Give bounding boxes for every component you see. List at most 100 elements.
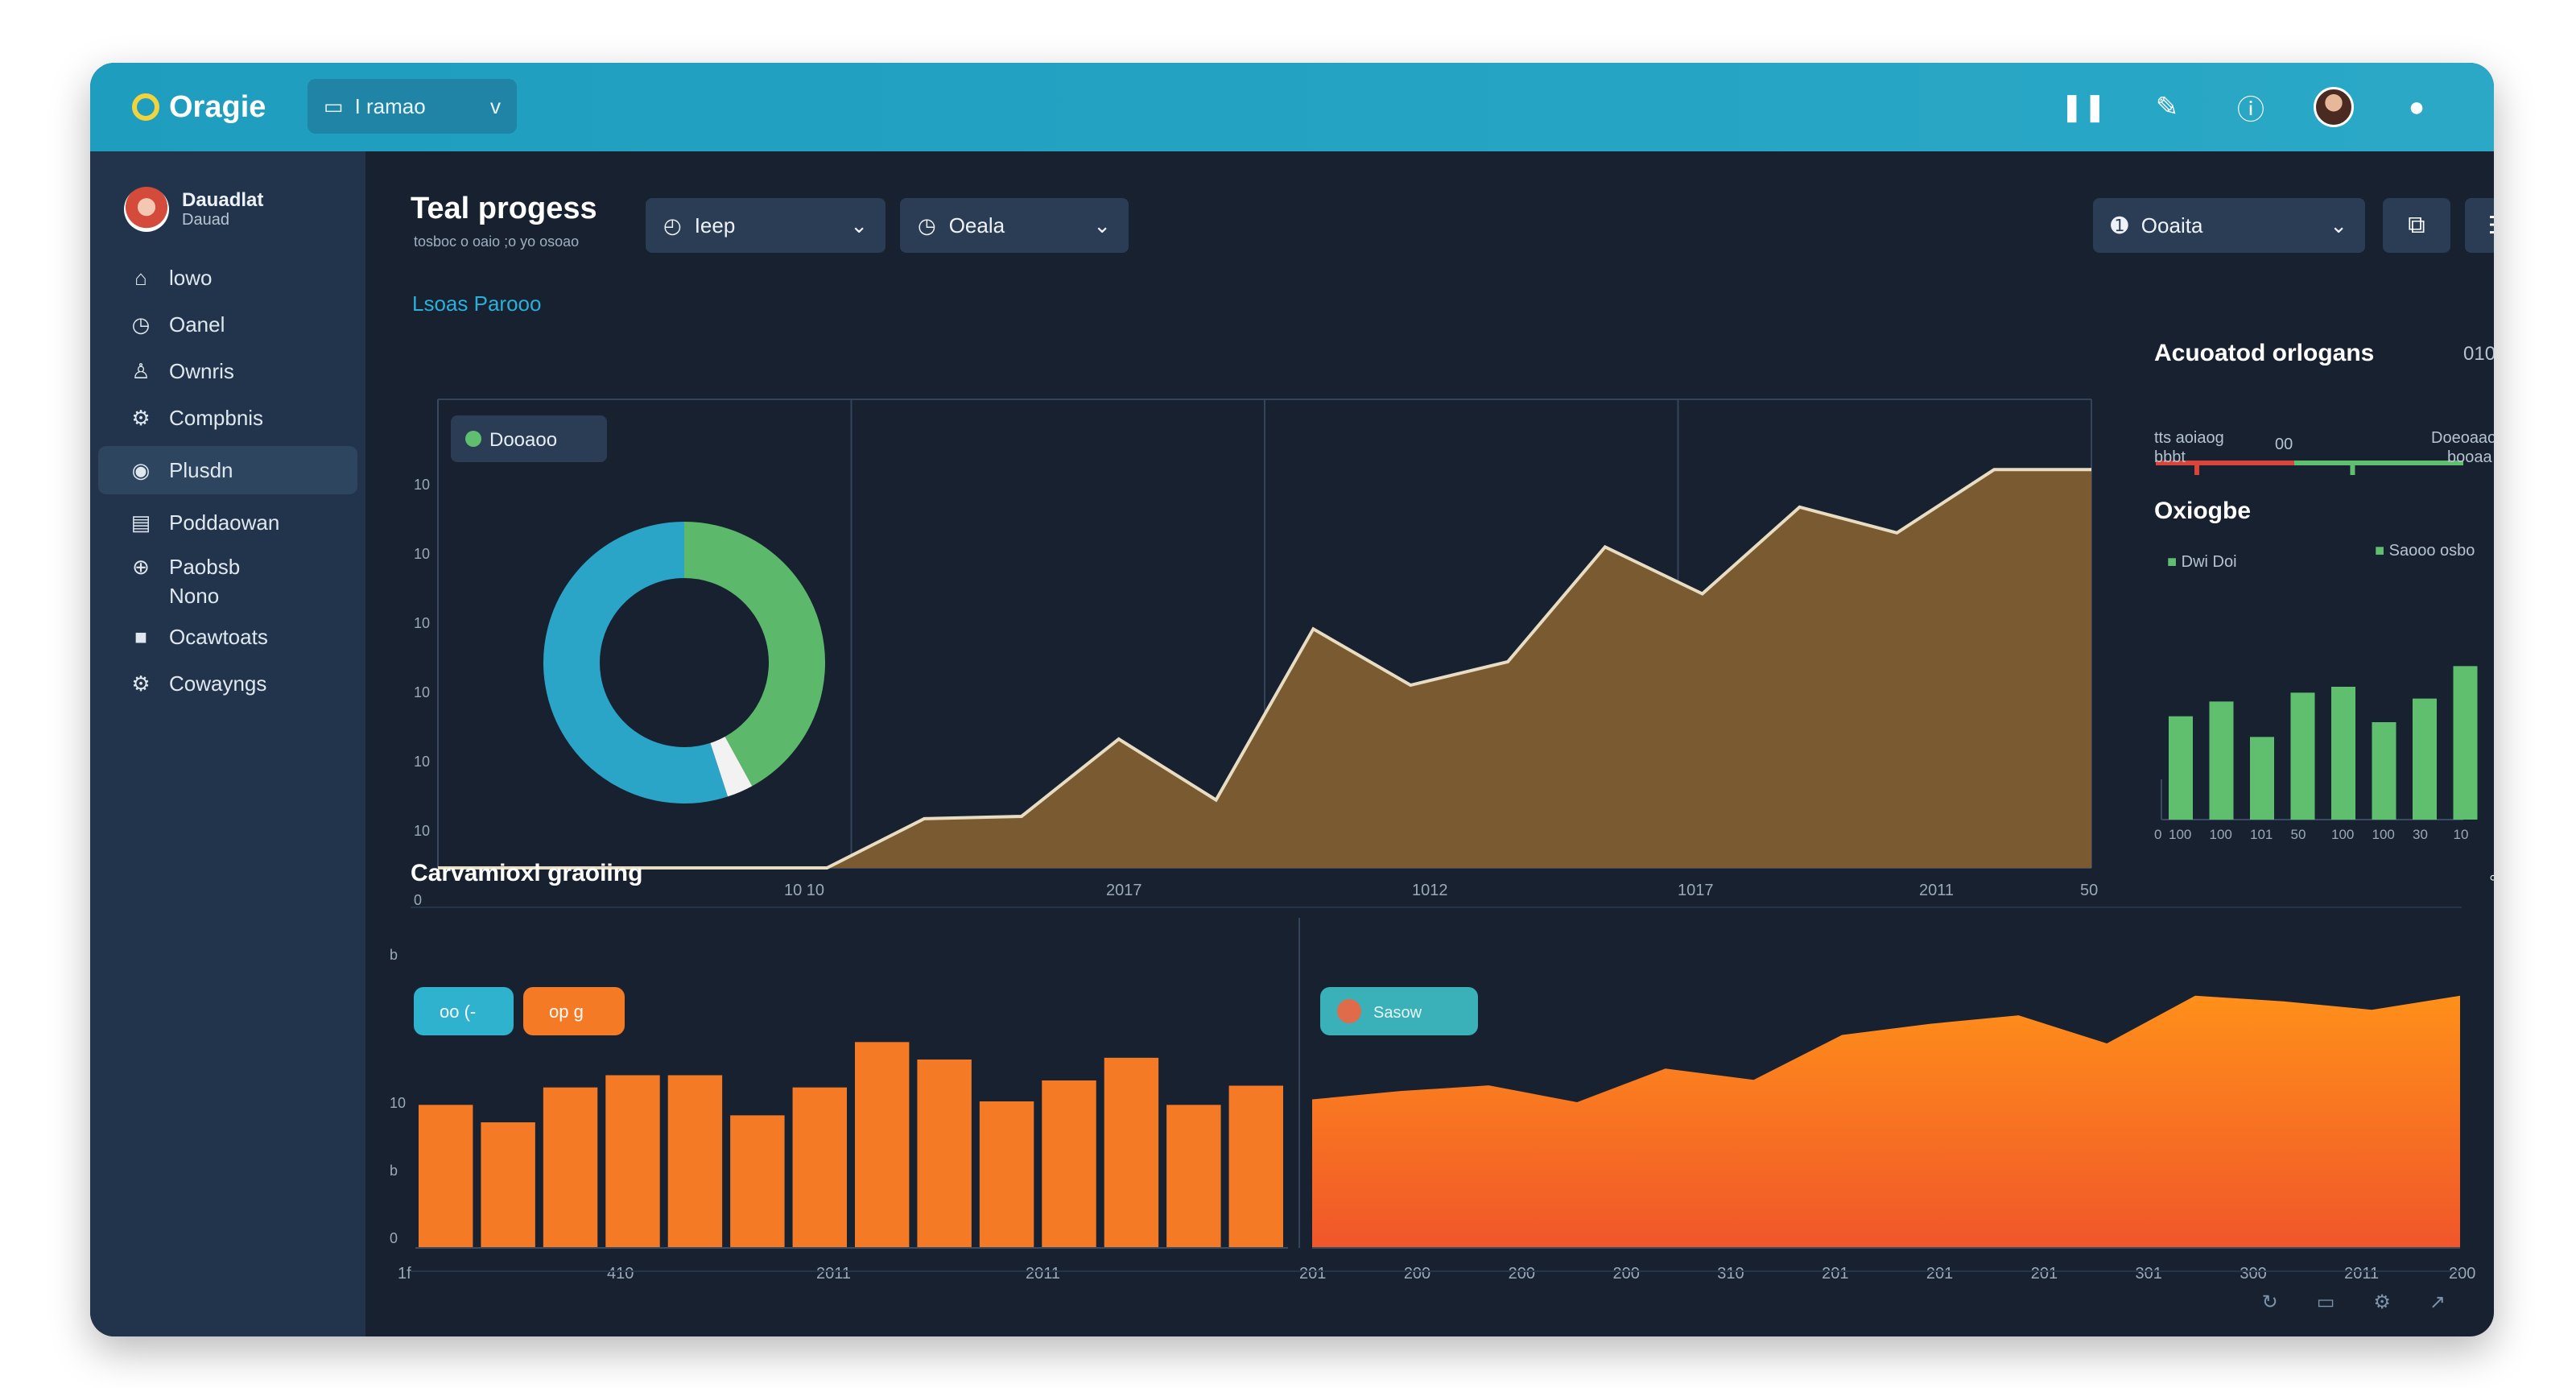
refresh-icon[interactable]: ↻ <box>2261 1291 2278 1313</box>
bar <box>2372 722 2396 820</box>
app-window: Oragie ▭ I ramao v ❚❚ ✎ ⓘ ● Dauadlat Dau… <box>90 63 2494 1336</box>
area-series <box>1312 995 2460 1248</box>
y-tick-label: 0 <box>2154 827 2161 842</box>
sidebar-item-active[interactable]: ◉ Plusdn <box>98 446 357 494</box>
section-title: Carvamioxl graoiing <box>411 860 643 886</box>
bar <box>2250 737 2274 820</box>
sidebar-item-label: Plusdn <box>169 457 233 482</box>
sidebar: Dauadlat Dauad ⌂ lowo ◷ Oanel ♙ Ownris ⚙ Com… <box>90 151 365 1336</box>
sidebar-item-label: Compbnis <box>169 405 264 430</box>
x-tick-label: 50 <box>2291 827 2306 842</box>
y-tick-label: 0 <box>390 1230 398 1246</box>
filter-dropdown-1[interactable]: ◴ Ieep ⌄ <box>646 198 886 253</box>
progress-label-mid: 00 <box>2275 436 2293 453</box>
user-profile[interactable]: Dauadlat Dauad <box>124 187 263 232</box>
avatar[interactable] <box>2314 87 2354 127</box>
sidebar-item-label: Paobsb Nono <box>169 555 241 608</box>
x-tick-label: 201 <box>2031 1265 2058 1283</box>
sidebar-item-lock[interactable]: ⊕ Paobsb Nono <box>90 546 365 613</box>
sidebar-item-companies[interactable]: ⚙ Compbnis <box>90 395 365 441</box>
sidebar-item-panel[interactable]: ◷ Oanel <box>90 301 365 348</box>
settings-icon: ⚙ <box>131 671 151 696</box>
x-tick-label: 200 <box>1612 1265 1639 1283</box>
progress-marker <box>2350 461 2355 475</box>
sidebar-item-label: Ocawtoats <box>169 624 268 649</box>
settings-icon: ⚙ <box>131 405 151 430</box>
bar <box>1228 1085 1283 1248</box>
export-button[interactable]: ⧉ <box>2383 198 2450 253</box>
lock-icon: ⊕ <box>132 555 150 579</box>
progress-label-left: tts aoiaog <box>2154 429 2224 447</box>
share-icon[interactable]: ↗ <box>2429 1291 2446 1313</box>
menu-button[interactable]: ☰ <box>2465 198 2494 253</box>
x-tick-label: 101 <box>2250 827 2273 842</box>
menu-icon: ☰ <box>2488 212 2494 240</box>
top-bar: Oragie ▭ I ramao v ❚❚ ✎ ⓘ ● <box>90 63 2494 151</box>
x-tick-label: 30 <box>2413 827 2428 842</box>
legend-item: ■ Saooo osbo <box>2375 541 2475 560</box>
filter-dropdown-2[interactable]: ◷ Oeala ⌄ <box>900 198 1129 253</box>
sidebar-item-label: lowo <box>169 265 213 290</box>
circle-arrow-icon: ➊ <box>2111 213 2128 238</box>
page-title: Teal progess <box>411 192 597 225</box>
bar <box>730 1115 785 1248</box>
notification-icon[interactable]: ● <box>2408 91 2425 122</box>
sidebar-item-owners[interactable]: ♙ Ownris <box>90 348 365 395</box>
clock-icon: ◴ <box>663 213 682 238</box>
badge-blue <box>414 987 514 1035</box>
legend-label: Dwi Doi <box>2181 553 2237 571</box>
chevron-down-icon: v <box>490 93 501 118</box>
x-tick-label: 2011 <box>1026 1265 1060 1283</box>
x-tick-label: 200 <box>2449 1265 2475 1283</box>
workspace-switcher[interactable]: ▭ I ramao v <box>308 79 517 134</box>
x-tick-label: 50 <box>2080 882 2098 899</box>
help-icon[interactable]: ⓘ <box>2237 94 2264 126</box>
bar <box>1104 1057 1159 1248</box>
y-tick-label: 10 <box>414 615 430 631</box>
y-tick-label: b <box>390 947 398 963</box>
x-tick-label: 310 <box>1717 1265 1744 1283</box>
sidebar-item-label: Ownris <box>169 358 234 383</box>
progress-red <box>2156 461 2294 465</box>
dot-icon: ◉ <box>131 457 151 482</box>
bar <box>979 1101 1034 1248</box>
settings-icon[interactable]: ⚙ <box>2373 1291 2391 1313</box>
sidebar-item-settings[interactable]: ⚙ Cowayngs <box>90 660 365 707</box>
legend-label: Dooaoo <box>489 429 557 451</box>
progress-sublabel-left: bbbt <box>2154 448 2186 466</box>
home-icon: ⌂ <box>134 265 147 290</box>
bar <box>667 1075 723 1248</box>
bar <box>1042 1080 1096 1248</box>
legend-chip <box>451 415 607 462</box>
bar <box>481 1122 535 1248</box>
edit-icon[interactable]: ✎ <box>2155 92 2179 122</box>
sidebar-item-documents[interactable]: ▤ Poddaowan <box>90 499 365 546</box>
menu-icon: ▭ <box>324 93 344 118</box>
progress-label-right: Doeoaaoe <box>2431 429 2494 447</box>
logo-icon <box>132 93 159 121</box>
right-panel-title: Acuoatod orlogans <box>2154 340 2375 366</box>
divider <box>411 907 2462 908</box>
sidebar-nav: ⌂ lowo ◷ Oanel ♙ Ownris ⚙ Compbnis ◉ Plusdn ▤… <box>90 254 365 707</box>
dropdown-label: Ooaita <box>2140 213 2203 238</box>
sidebar-item-home[interactable]: ⌂ lowo <box>90 254 365 301</box>
progress-green <box>2293 461 2463 465</box>
y-tick-label: 0 <box>414 892 422 908</box>
bar <box>543 1087 598 1248</box>
info-icon[interactable]: ◦ <box>2489 865 2494 890</box>
filter-dropdown-3[interactable]: ➊ Ooaita ⌄ <box>2093 198 2365 253</box>
window-icon[interactable]: ▭ <box>2316 1291 2335 1313</box>
legend-label: Saooo osbo <box>2388 542 2475 560</box>
app-logo[interactable]: Oragie <box>132 87 266 127</box>
y-tick-label: 10 <box>414 823 430 839</box>
x-tick-label: 201 <box>1299 1265 1326 1283</box>
x-tick-label: 201 <box>1926 1265 1953 1283</box>
pause-icon[interactable]: ❚❚ <box>2060 92 2107 122</box>
y-tick-label: 10 <box>390 1095 406 1111</box>
right-bar-chart: 100 100 101 50 100 100 30 100 <box>2154 461 2478 842</box>
section-link[interactable]: Lsoas Parooo <box>412 291 542 316</box>
sidebar-item-accounts[interactable]: ■ Ocawtoats <box>90 613 365 660</box>
clock-icon: ◷ <box>918 213 936 238</box>
bar <box>605 1075 660 1248</box>
